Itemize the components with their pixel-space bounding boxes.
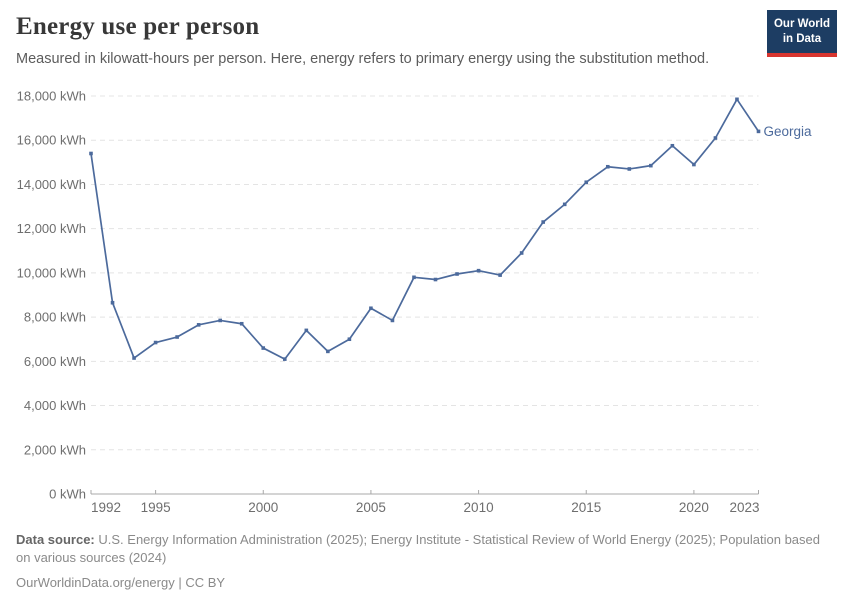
svg-text:2005: 2005 [356,500,386,515]
svg-text:2,000 kWh: 2,000 kWh [24,442,86,457]
svg-text:10,000 kWh: 10,000 kWh [17,265,86,280]
x-axis [90,490,759,495]
owid-logo-line2: in Data [782,32,822,45]
owid-logo[interactable]: Our World in Data [766,10,837,57]
footer-link[interactable]: OurWorldinData.org/energy | CC BY [16,575,226,590]
x-axis-labels: 1992 1995 2000 2005 2010 2015 2020 2023 [91,500,760,515]
svg-text:18,000 kWh: 18,000 kWh [17,89,86,104]
svg-text:16,000 kWh: 16,000 kWh [17,133,86,148]
svg-text:6,000 kWh: 6,000 kWh [24,354,86,369]
data-points[interactable] [89,97,761,361]
svg-text:2023: 2023 [729,500,759,515]
data-source-text: U.S. Energy Information Administration (… [16,532,820,565]
svg-text:2020: 2020 [679,500,709,515]
page-title: Energy use per person [16,13,260,40]
svg-text:2000: 2000 [248,500,278,515]
svg-text:1992: 1992 [91,500,121,515]
energy-line-chart[interactable]: 0 kWh 2,000 kWh 4,000 kWh 6,000 kWh 8,000 kW… [0,0,850,528]
data-line-georgia[interactable] [90,98,760,360]
svg-text:1995: 1995 [141,500,171,515]
y-axis-labels: 0 kWh 2,000 kWh 4,000 kWh 6,000 kWh 8,000 kW… [17,89,86,502]
svg-text:2010: 2010 [464,500,494,515]
svg-text:14,000 kWh: 14,000 kWh [17,177,86,192]
svg-text:4,000 kWh: 4,000 kWh [24,398,86,413]
svg-text:2015: 2015 [571,500,601,515]
chart-subtitle: Measured in kilowatt-hours per person. H… [16,51,710,67]
svg-text:0 kWh: 0 kWh [49,487,86,502]
series-end-label[interactable]: Georgia [764,124,813,139]
chart-area[interactable]: 0 kWh 2,000 kWh 4,000 kWh 6,000 kWh 8,000 kW… [0,0,850,528]
svg-text:12,000 kWh: 12,000 kWh [17,221,86,236]
data-source-label: Data source: [16,532,95,547]
data-source-line: Data source: U.S. Energy Information Adm… [16,531,834,567]
y-gridlines [91,95,759,451]
svg-text:8,000 kWh: 8,000 kWh [24,310,86,325]
owid-logo-line1: Our World [773,18,830,30]
footer: Data source: U.S. Energy Information Adm… [16,531,834,592]
